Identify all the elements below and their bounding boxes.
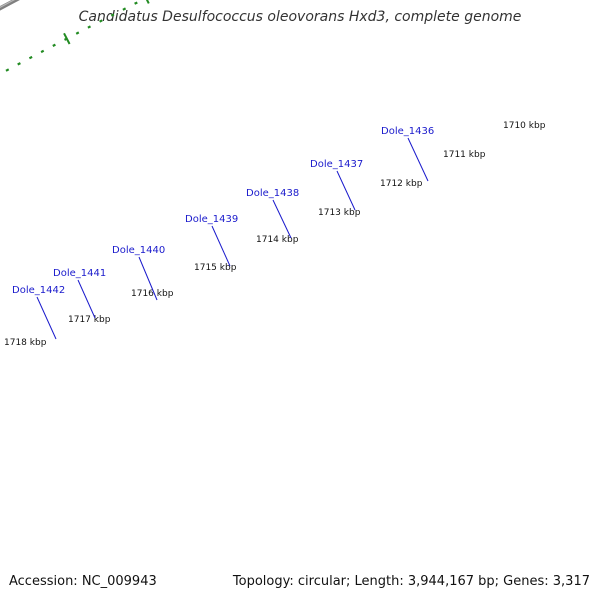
scale-label: 1716 kbp: [131, 289, 174, 299]
inner-scale-ring-dot: [99, 19, 103, 23]
gene-label: Dole_1440: [112, 245, 165, 256]
scale-label: 1710 kbp: [503, 121, 546, 131]
inner-scale-ring-dot: [87, 25, 91, 29]
gene-leader-line: [272, 199, 292, 239]
gene-label: Dole_1439: [185, 214, 238, 225]
gene-leader-line: [336, 170, 356, 211]
map-title: Candidatus Desulfococcus oleovorans Hxd3…: [78, 9, 522, 25]
inner-ring-major-tick: [63, 32, 71, 45]
gene-label: Dole_1438: [246, 188, 299, 199]
gene-leader-line: [77, 279, 96, 319]
inner-scale-ring: [5, 1, 138, 72]
inner-scale-ring-dot: [75, 31, 80, 35]
accession-text: Accession: NC_009943: [9, 574, 157, 589]
scale-label: 1715 kbp: [194, 263, 237, 273]
scale-label: 1718 kbp: [4, 338, 47, 348]
inner-scale-ring-dot: [5, 68, 10, 72]
gene-leader-line: [138, 256, 158, 301]
inner-scale-ring-dot: [110, 13, 115, 17]
gene-leader-line: [407, 137, 429, 182]
scale-label: 1711 kbp: [443, 150, 486, 160]
inner-scale-ring-dot: [122, 7, 127, 11]
inner-scale-ring-dot: [17, 62, 21, 66]
gene-label: Dole_1442: [12, 285, 65, 296]
scale-label: 1713 kbp: [318, 208, 361, 218]
gene-label: Dole_1441: [53, 268, 106, 279]
gene-leader-line: [211, 225, 231, 267]
backbone-line: [0, 0, 20, 11]
genome-summary-text: Topology: circular; Length: 3,944,167 bp…: [232, 574, 590, 589]
scale-label: 1712 kbp: [380, 179, 423, 189]
inner-ring-major-tick: [145, 0, 150, 4]
scale-label: 1714 kbp: [256, 235, 299, 245]
inner-scale-ring-dot: [134, 1, 138, 5]
gene-label: Dole_1436: [381, 126, 434, 137]
gene-label: Dole_1437: [310, 159, 363, 170]
gene-leader-line: [36, 296, 57, 340]
backbone-highlight: [0, 0, 16, 8]
scale-label: 1717 kbp: [68, 315, 111, 325]
inner-scale-ring-dot: [52, 43, 56, 47]
inner-scale-ring-dot: [40, 49, 45, 54]
inner-scale-ring-dot: [28, 55, 33, 60]
